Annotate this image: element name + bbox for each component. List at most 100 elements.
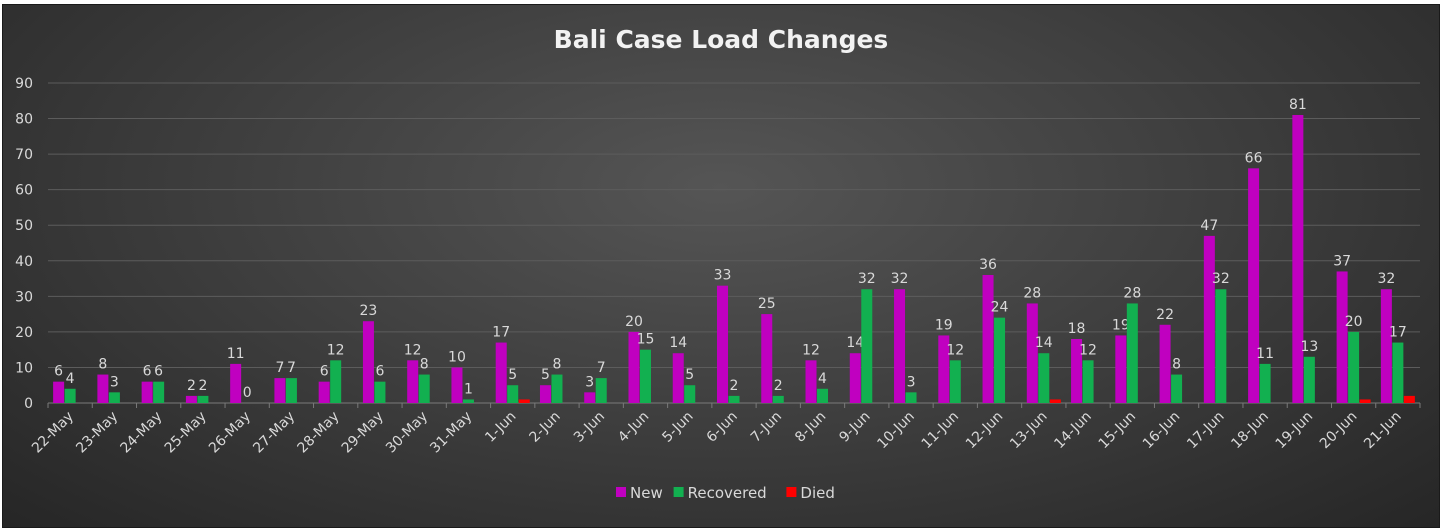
data-label-recovered: 12 bbox=[1079, 342, 1097, 358]
bar-new bbox=[672, 353, 684, 403]
bar-recovered bbox=[418, 374, 430, 403]
data-label-new: 32 bbox=[1377, 271, 1395, 287]
bar-new bbox=[539, 385, 551, 403]
bar-recovered bbox=[64, 388, 76, 403]
bar-recovered bbox=[330, 360, 342, 403]
x-tick-label: 9-Jun bbox=[836, 409, 873, 446]
bar-recovered bbox=[1082, 360, 1094, 403]
data-label-new: 11 bbox=[227, 346, 245, 362]
x-tick-label: 25-May bbox=[162, 409, 210, 457]
bar-recovered bbox=[639, 349, 651, 403]
bar-recovered bbox=[108, 392, 120, 403]
bar-new bbox=[1380, 289, 1392, 403]
bar-new bbox=[982, 275, 994, 403]
bar-chart: Bali Case Load Changes 01020304050607080… bbox=[15, 25, 1421, 502]
bar-new bbox=[495, 342, 507, 403]
legend-swatch-new bbox=[616, 487, 626, 497]
data-label-new: 14 bbox=[669, 335, 687, 351]
data-label-recovered: 2 bbox=[730, 378, 739, 394]
x-tick-label: 6-Jun bbox=[704, 409, 741, 446]
data-label-new: 20 bbox=[625, 314, 643, 330]
bar-new bbox=[230, 363, 242, 403]
data-label-new: 12 bbox=[802, 342, 820, 358]
data-label-recovered: 32 bbox=[858, 271, 876, 287]
bar-recovered bbox=[905, 392, 917, 403]
bar-recovered bbox=[1303, 356, 1315, 403]
data-label-recovered: 24 bbox=[991, 300, 1009, 316]
bar-new bbox=[805, 360, 817, 403]
data-label-new: 2 bbox=[187, 378, 196, 394]
x-tick-label: 15-Jun bbox=[1096, 409, 1140, 453]
bar-new bbox=[1026, 303, 1038, 403]
x-tick-label: 17-Jun bbox=[1184, 409, 1228, 453]
data-label-new: 19 bbox=[935, 317, 953, 333]
data-label-recovered: 28 bbox=[1123, 285, 1141, 301]
bar-recovered bbox=[861, 289, 873, 403]
legend-label-died: Died bbox=[800, 484, 834, 502]
bar-recovered bbox=[772, 395, 784, 403]
data-label-new: 6 bbox=[143, 364, 152, 380]
data-label-new: 33 bbox=[714, 268, 732, 284]
x-tick-label: 27-May bbox=[250, 409, 298, 457]
bar-died bbox=[1049, 399, 1061, 403]
bar-new bbox=[318, 381, 330, 403]
data-label-new: 17 bbox=[492, 325, 510, 341]
x-tick-label: 4-Jun bbox=[615, 409, 652, 446]
x-tick-label: 3-Jun bbox=[571, 409, 608, 446]
chart-area: Bali Case Load Changes 0 10 20 30 40 50 60 70 80… bbox=[2, 4, 1440, 528]
data-label-recovered: 3 bbox=[907, 374, 916, 390]
legend-swatch-died bbox=[786, 487, 797, 497]
x-tick-label: 28-May bbox=[295, 409, 343, 457]
data-label-new: 18 bbox=[1068, 321, 1086, 337]
data-label-recovered: 14 bbox=[1035, 335, 1053, 351]
bar-new bbox=[451, 367, 463, 403]
data-label-recovered: 17 bbox=[1389, 325, 1407, 341]
x-tick-label: 23-May bbox=[73, 409, 121, 457]
y-axis: 0 10 20 30 40 50 60 70 80 90 bbox=[15, 76, 33, 412]
data-label-recovered: 5 bbox=[685, 367, 694, 383]
x-tick-label: 19-Jun bbox=[1273, 409, 1317, 453]
x-tick-label: 21-Jun bbox=[1361, 409, 1405, 453]
bar-recovered bbox=[595, 378, 607, 403]
bar-recovered bbox=[728, 395, 740, 403]
data-label-new: 37 bbox=[1333, 253, 1351, 269]
data-label-new: 47 bbox=[1200, 218, 1218, 234]
x-tick-label: 31-May bbox=[427, 409, 475, 457]
bar-recovered bbox=[153, 381, 165, 403]
y-tick-label: 0 bbox=[24, 396, 33, 412]
x-tick-label: 16-Jun bbox=[1140, 409, 1184, 453]
x-tick-label: 10-Jun bbox=[874, 409, 918, 453]
data-label-new: 32 bbox=[891, 271, 909, 287]
bar-recovered bbox=[1259, 363, 1271, 403]
data-label-recovered: 12 bbox=[327, 342, 345, 358]
bar-recovered bbox=[1126, 303, 1138, 403]
data-label-recovered: 15 bbox=[637, 332, 655, 348]
bar-recovered bbox=[817, 388, 829, 403]
bar-recovered bbox=[1171, 374, 1183, 403]
bar-new bbox=[362, 321, 374, 403]
legend-swatch-recovered bbox=[673, 487, 684, 497]
y-tick-label: 90 bbox=[15, 76, 33, 92]
x-tick-label: 12-Jun bbox=[963, 409, 1007, 453]
data-label-new: 23 bbox=[360, 303, 378, 319]
data-label-new: 22 bbox=[1156, 307, 1174, 323]
data-label-recovered: 2 bbox=[198, 378, 207, 394]
y-tick-label: 80 bbox=[15, 112, 33, 128]
y-tick-label: 10 bbox=[15, 360, 33, 376]
bar-new bbox=[407, 360, 419, 403]
data-label-new: 81 bbox=[1289, 97, 1307, 113]
bar-recovered bbox=[684, 385, 696, 403]
bar-new bbox=[849, 353, 861, 403]
y-tick-label: 70 bbox=[15, 147, 33, 163]
bar-new bbox=[938, 335, 950, 403]
x-axis: 22-May23-May24-May25-May26-May27-May28-M… bbox=[29, 403, 1421, 457]
data-label-new: 7 bbox=[275, 360, 284, 376]
y-tick-label: 60 bbox=[15, 183, 33, 199]
bar-died bbox=[518, 399, 530, 403]
data-label-new: 25 bbox=[758, 296, 776, 312]
y-tick-label: 30 bbox=[15, 289, 33, 305]
bar-new bbox=[185, 395, 197, 403]
bar-new bbox=[141, 381, 153, 403]
x-tick-label: 26-May bbox=[206, 409, 254, 457]
